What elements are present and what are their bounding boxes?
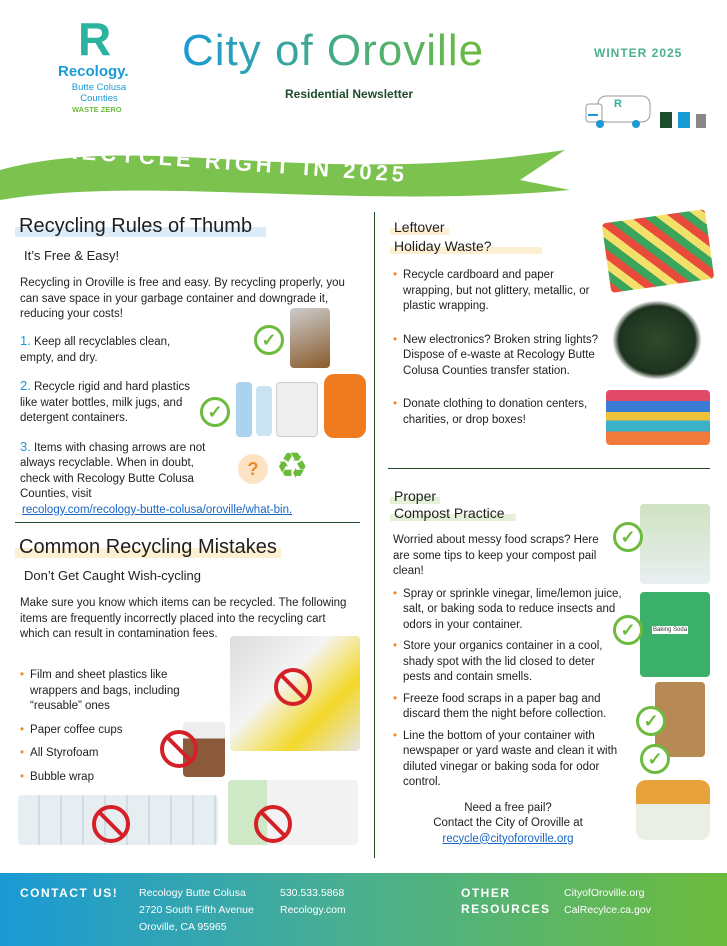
wrapping-paper-image [601,209,715,293]
recology-logo-name: Recology. [58,63,129,80]
issue-season: WINTER 2025 [594,46,683,60]
pail-contact: Contact the City of Oroville at [433,817,583,829]
vinegar-jug-image [640,504,710,584]
compost-item: • Freeze food scraps in a paper bag and d… [393,692,607,721]
other-resources-heading: OTHER RESOURCES [461,886,551,916]
styrofoam-image [228,780,358,845]
recycle-bin-icon [678,112,690,128]
holiday-item: • Donate clothing to donation centers, ch… [393,398,588,426]
compost-title: Proper Compost Practice [390,488,517,522]
jar-label: Baking Soda [652,626,689,634]
recycle-arrows-icon: ♻ [276,445,309,486]
pail-email-link[interactable]: recycle@cityoforoville.org [442,832,574,845]
footer [0,873,727,946]
check-icon: ✓ [636,706,666,736]
rules-title: Recycling Rules of Thumb [15,215,267,237]
compost-item: • Line the bottom of your container with … [393,729,618,789]
check-icon: ✓ [613,522,643,552]
no-icon [160,730,198,768]
recology-logo-tag: WASTE ZERO [72,105,122,114]
no-icon [254,805,292,843]
holiday-title: Leftover Holiday Waste? [390,218,542,256]
baking-soda-jar-image [640,592,710,677]
compost-bin-icon [660,112,672,128]
can-image [290,308,330,368]
pail-question: Need a free pail? [464,801,552,814]
mistake-item: • Paper coffee cups [20,723,123,736]
mistakes-list: • Film and sheet plastics like wrappers a… [20,668,220,785]
rule-item: 1. Keep all recyclables clean, empty, an… [20,333,171,364]
recology-logo-mark: R [78,13,112,65]
recology-logo-sub: Butte Colusa Counties [71,82,127,104]
no-icon [92,805,130,843]
phone: 530.533.5868 [280,887,345,899]
check-icon: ✓ [613,615,643,645]
compost-intro: Worried about messy food scraps? Here ar… [393,534,599,577]
rules-intro: Recycling in Oroville is free and easy. … [20,277,345,320]
compost-pail-image [636,780,710,840]
divider [15,522,360,523]
resource-link[interactable]: CityofOroville.org [564,887,645,899]
what-bin-link[interactable]: recology.com/recology-butte-colusa/orovi… [22,503,293,516]
mistake-item: • All Styrofoam [20,747,99,759]
detergent-image [324,374,366,438]
bottle-image [256,386,272,436]
banner-ribbon [0,150,570,200]
rule-item: 2. Recycle rigid and hard plastics like … [20,378,191,424]
compost-section: Worried about messy food scraps? Here ar… [393,533,633,847]
holiday-item: • New electronics? Broken string lights? … [393,333,598,377]
rules-subtitle: It’s Free & Easy! [24,248,120,263]
divider [388,468,710,469]
mistakes-title: Common Recycling Mistakes [15,536,281,558]
bottle-image [236,382,252,437]
rule-item: 3. Items with chasing arrows are not alw… [20,438,206,501]
compost-item: • Store your organics container in a cool… [393,640,603,683]
website-link[interactable]: Recology.com [280,904,346,916]
clothing-image [606,390,710,445]
compost-item: • Spray or sprinkle vinegar, lime/lemon j… [393,587,622,631]
check-icon: ✓ [254,325,284,355]
string-lights-image [612,300,702,380]
resource-link[interactable]: CalRecylce.ca.gov [564,904,651,916]
rules-list: 1. Keep all recyclables clean, empty, an… [20,333,360,518]
truck-logo: R [614,98,622,110]
question-icon: ? [238,454,268,484]
no-icon [274,668,312,706]
column-divider [374,212,375,858]
mistake-item: • Film and sheet plastics like wrappers a… [20,669,180,712]
contact-heading: CONTACT US! [20,886,119,900]
page-subtitle: Residential Newsletter [285,87,414,101]
milk-jug-image [276,382,318,437]
check-icon: ✓ [200,397,230,427]
check-icon: ✓ [640,744,670,774]
mistake-item: • Bubble wrap [20,770,94,783]
trash-bin-icon [696,114,706,128]
contact-address: Recology Butte Colusa 2720 South Fifth A… [139,887,254,933]
holiday-list: • Recycle cardboard and paper wrapping, b… [393,268,605,428]
mistakes-intro: Make sure you know which items can be re… [20,597,347,640]
mistakes-subtitle: Don’t Get Caught Wish-cycling [24,568,202,583]
holiday-item: • Recycle cardboard and paper wrapping, b… [393,269,590,312]
page-title: City of Oroville [182,26,485,75]
truck-icon [584,90,654,130]
